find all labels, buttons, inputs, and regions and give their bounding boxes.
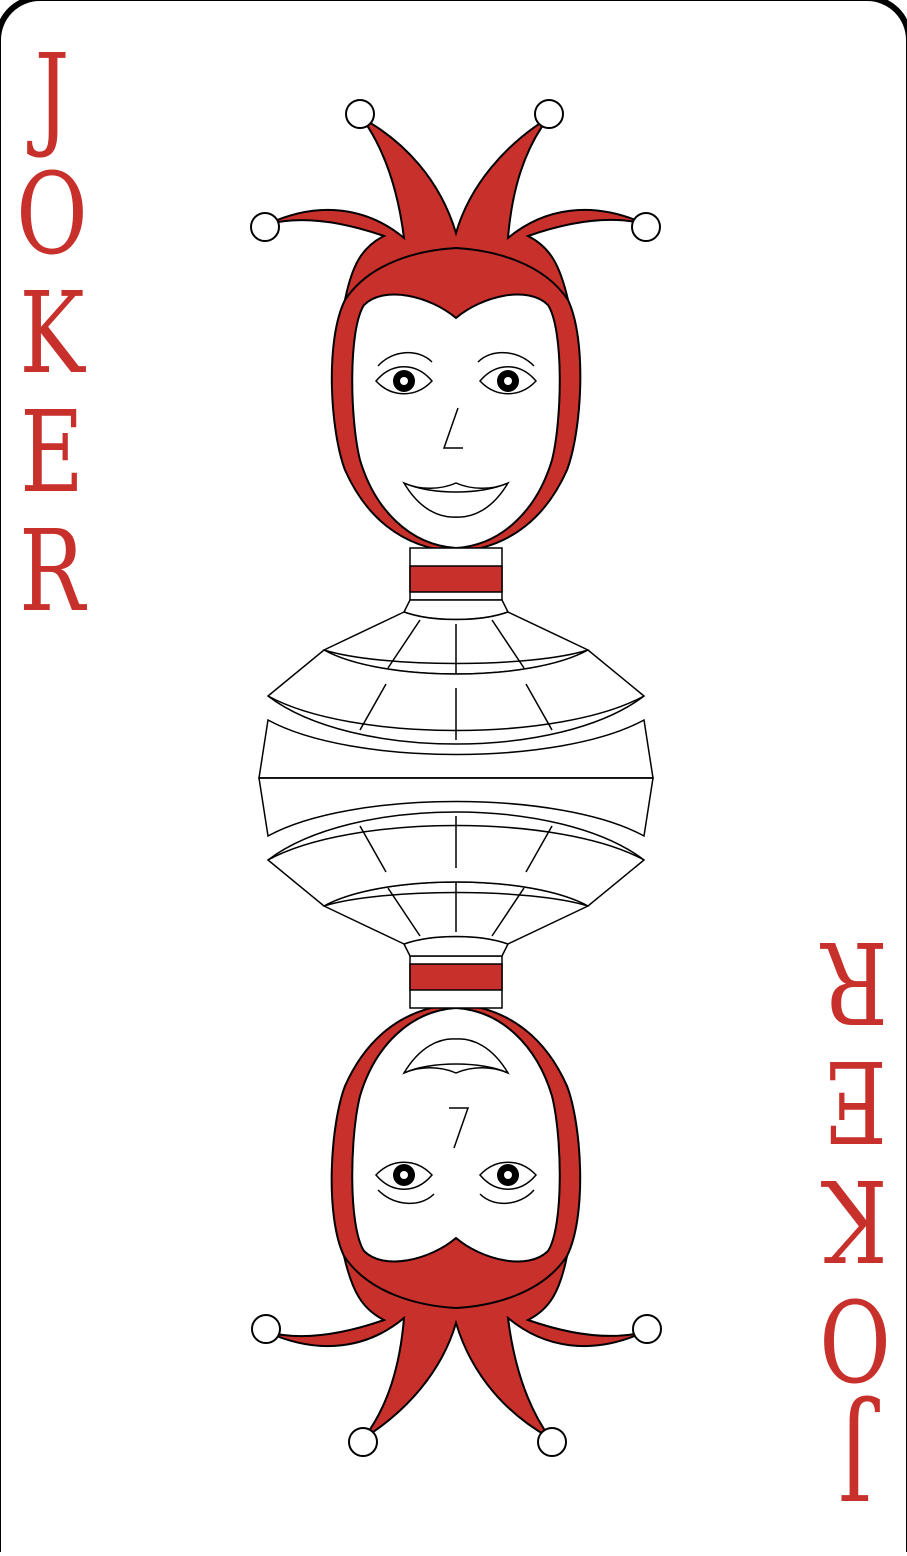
rank-letter: K — [822, 1154, 888, 1284]
ruff-rib — [491, 619, 525, 669]
rank-letter: R — [19, 507, 85, 637]
rank-letter: E — [823, 1035, 887, 1165]
bell — [250, 212, 280, 242]
ruff-rib — [525, 683, 553, 731]
pupil-highlight — [504, 377, 512, 385]
rank-index-top: J O K E R — [4, 40, 100, 635]
rank-letter: O — [16, 150, 88, 280]
rank-letter: E — [20, 388, 84, 518]
collar-band — [409, 565, 503, 593]
bell — [631, 212, 661, 242]
rank-letter: K — [19, 269, 85, 399]
rank-letter: R — [822, 916, 888, 1046]
ruff-rib — [359, 683, 387, 731]
rank-index-bottom: J O K E R — [807, 916, 903, 1522]
rank-letter: O — [819, 1273, 891, 1403]
rank-letter: J — [837, 1392, 873, 1522]
nose — [442, 407, 463, 449]
eyebrow — [477, 351, 535, 367]
ruff-rib — [387, 619, 421, 669]
jester-upper-half — [250, 99, 661, 779]
bell — [345, 99, 375, 129]
bell — [534, 99, 564, 129]
rank-letter: J — [34, 31, 70, 161]
eyebrow — [377, 351, 433, 367]
pupil-highlight — [400, 377, 408, 385]
jester-body — [258, 718, 654, 779]
mouth-line — [403, 482, 509, 493]
